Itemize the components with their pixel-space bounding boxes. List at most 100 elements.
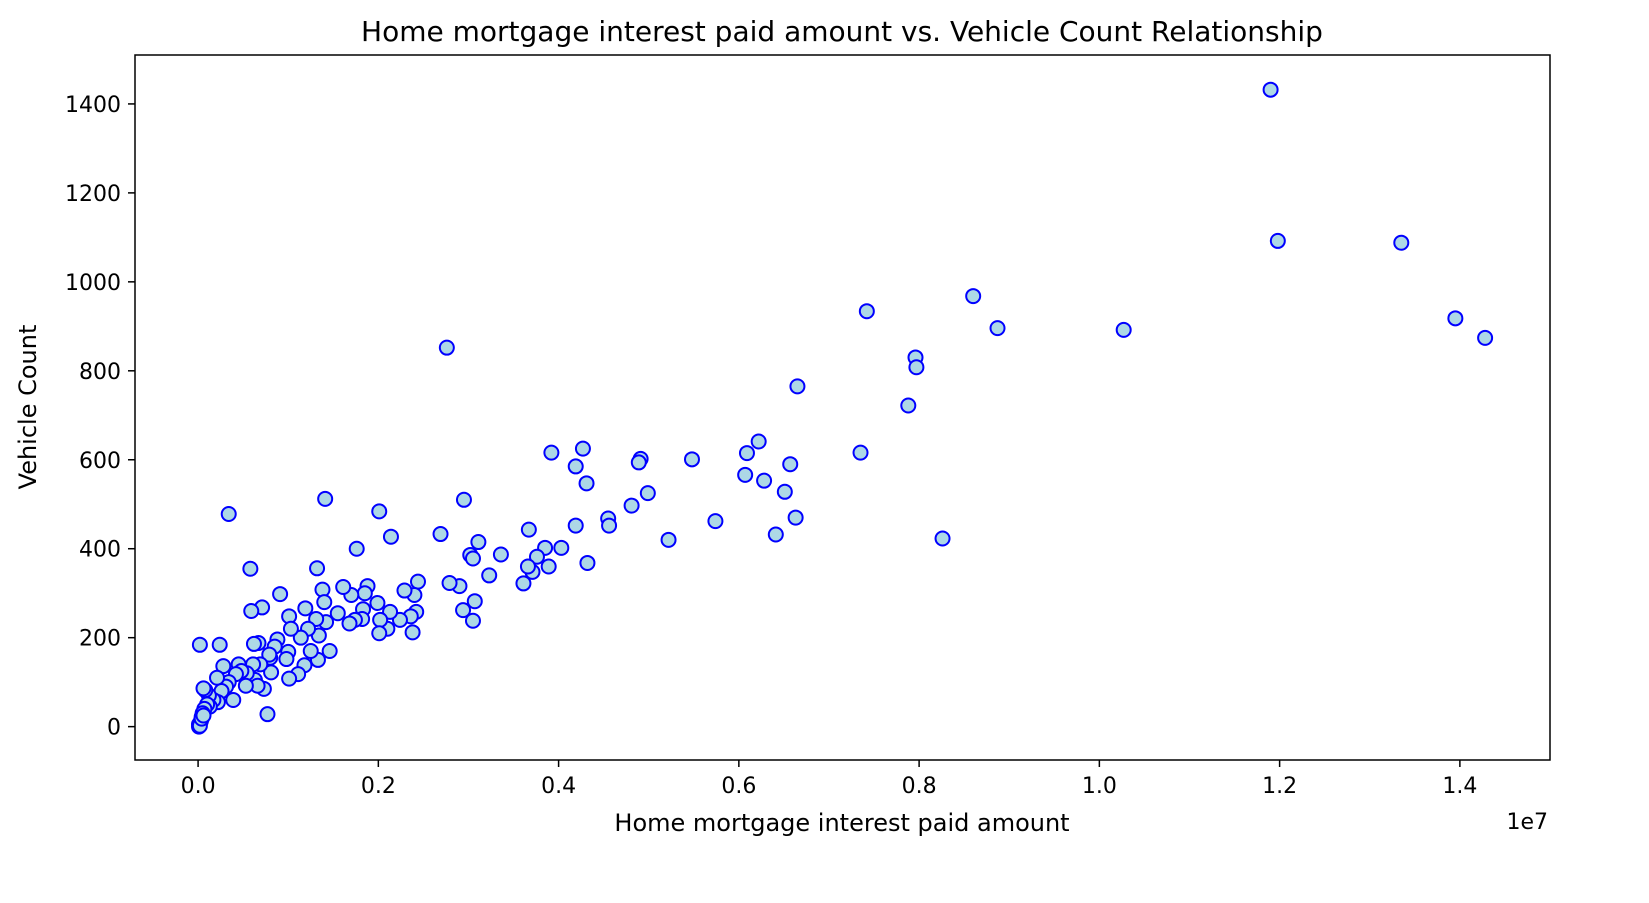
scatter-point — [259, 706, 276, 723]
scatter-point — [455, 491, 472, 508]
scatter-point — [316, 594, 333, 611]
scatter-point — [519, 558, 536, 575]
data-points — [190, 81, 1494, 735]
plot-area-frame — [134, 54, 1551, 761]
x-axis-label: Home mortgage interest paid amount — [614, 809, 1069, 837]
scatter-point — [297, 600, 314, 617]
scatter-point — [630, 454, 647, 471]
scatter-point — [302, 643, 319, 660]
scatter-point — [683, 451, 700, 468]
y-tick-label: 1000 — [65, 271, 121, 296]
scatter-point — [464, 550, 481, 567]
scatter-point — [639, 485, 656, 502]
scatter-point — [528, 548, 545, 565]
scatter-point — [520, 521, 537, 538]
y-tick-label: 200 — [79, 627, 121, 652]
scatter-point — [464, 612, 481, 629]
scatter-point — [481, 567, 498, 584]
y-tick-label: 600 — [79, 449, 121, 474]
scatter-point — [466, 593, 483, 610]
scatter-point — [543, 444, 560, 461]
y-tick-label: 400 — [79, 538, 121, 563]
scatter-point — [371, 503, 388, 520]
scatter-point — [195, 680, 212, 697]
scatter-point — [372, 611, 389, 628]
scatter-point — [329, 605, 346, 622]
scatter-point — [934, 530, 951, 547]
scatter-point — [356, 585, 373, 602]
scatter-point — [989, 320, 1006, 337]
scatter-point — [553, 539, 570, 556]
scatter-point — [371, 625, 388, 642]
scatter-point — [750, 433, 767, 450]
scatter-point — [278, 651, 295, 668]
scatter-point — [382, 528, 399, 545]
x-tick-label: 1.0 — [1082, 774, 1117, 799]
scatter-point — [410, 573, 426, 590]
scatter-point — [900, 397, 917, 414]
scatter-point — [335, 578, 352, 595]
scatter-point — [601, 517, 618, 534]
scatter-point — [579, 554, 596, 571]
scatter-point — [470, 534, 487, 551]
x-tick-label: 0.2 — [361, 774, 396, 799]
x-tick-label: 1.4 — [1442, 774, 1477, 799]
scatter-point — [341, 615, 358, 632]
scatter-point — [261, 646, 278, 663]
scatter-point — [404, 624, 421, 641]
scatter-point — [441, 574, 458, 591]
scatter-point — [567, 517, 584, 534]
y-tick-label: 0 — [107, 716, 121, 741]
y-tick-label: 1200 — [65, 182, 121, 207]
scatter-point — [767, 526, 784, 543]
scatter-point — [567, 458, 584, 475]
scatter-point — [209, 669, 226, 686]
scatter-point — [432, 526, 449, 543]
scatter-point — [195, 707, 212, 724]
scatter-point — [317, 490, 334, 507]
scatter-point — [211, 636, 228, 653]
x-tick-label: 0.8 — [902, 774, 937, 799]
y-tick-label: 800 — [79, 360, 121, 385]
scatter-point — [272, 586, 289, 603]
scatter-point — [776, 483, 793, 500]
scatter-point — [1262, 81, 1279, 98]
scatter-point — [292, 629, 309, 646]
y-axis-label: Vehicle Count — [14, 325, 42, 490]
x-tick-label: 0.0 — [181, 774, 216, 799]
x-tick-label: 1.2 — [1262, 774, 1297, 799]
scatter-point — [237, 677, 254, 694]
scatter-point — [574, 440, 591, 457]
scatter-point — [1393, 234, 1410, 251]
scatter-point — [623, 497, 640, 514]
scatter-point — [756, 472, 773, 489]
scatter-point — [225, 691, 242, 708]
scatter-point — [348, 540, 365, 557]
scatter-point — [1115, 321, 1132, 338]
scatter-point — [965, 288, 982, 305]
scatter-point — [281, 670, 298, 687]
y-tick-label: 1400 — [65, 93, 121, 118]
x-tick-label: 0.6 — [721, 774, 756, 799]
scatter-point — [660, 531, 677, 548]
scatter-point — [858, 303, 875, 320]
scatter-point — [1447, 310, 1464, 327]
scatter-point — [787, 509, 804, 526]
scatter-point — [191, 636, 208, 653]
scatter-point — [309, 560, 326, 577]
scatter-point — [220, 506, 237, 523]
scatter-point — [1477, 329, 1494, 346]
scatter-point — [263, 664, 280, 681]
scatter-point — [782, 456, 799, 473]
scatter-point — [438, 339, 455, 356]
scatter-point — [369, 594, 386, 611]
scatter-point — [1269, 232, 1286, 249]
scatter-point — [738, 445, 755, 462]
scatter-point — [282, 620, 299, 637]
scatter-point — [242, 560, 259, 577]
scatter-point — [515, 575, 532, 592]
chart-title: Home mortgage interest paid amount vs. V… — [361, 15, 1323, 48]
scatter-point — [245, 635, 262, 652]
